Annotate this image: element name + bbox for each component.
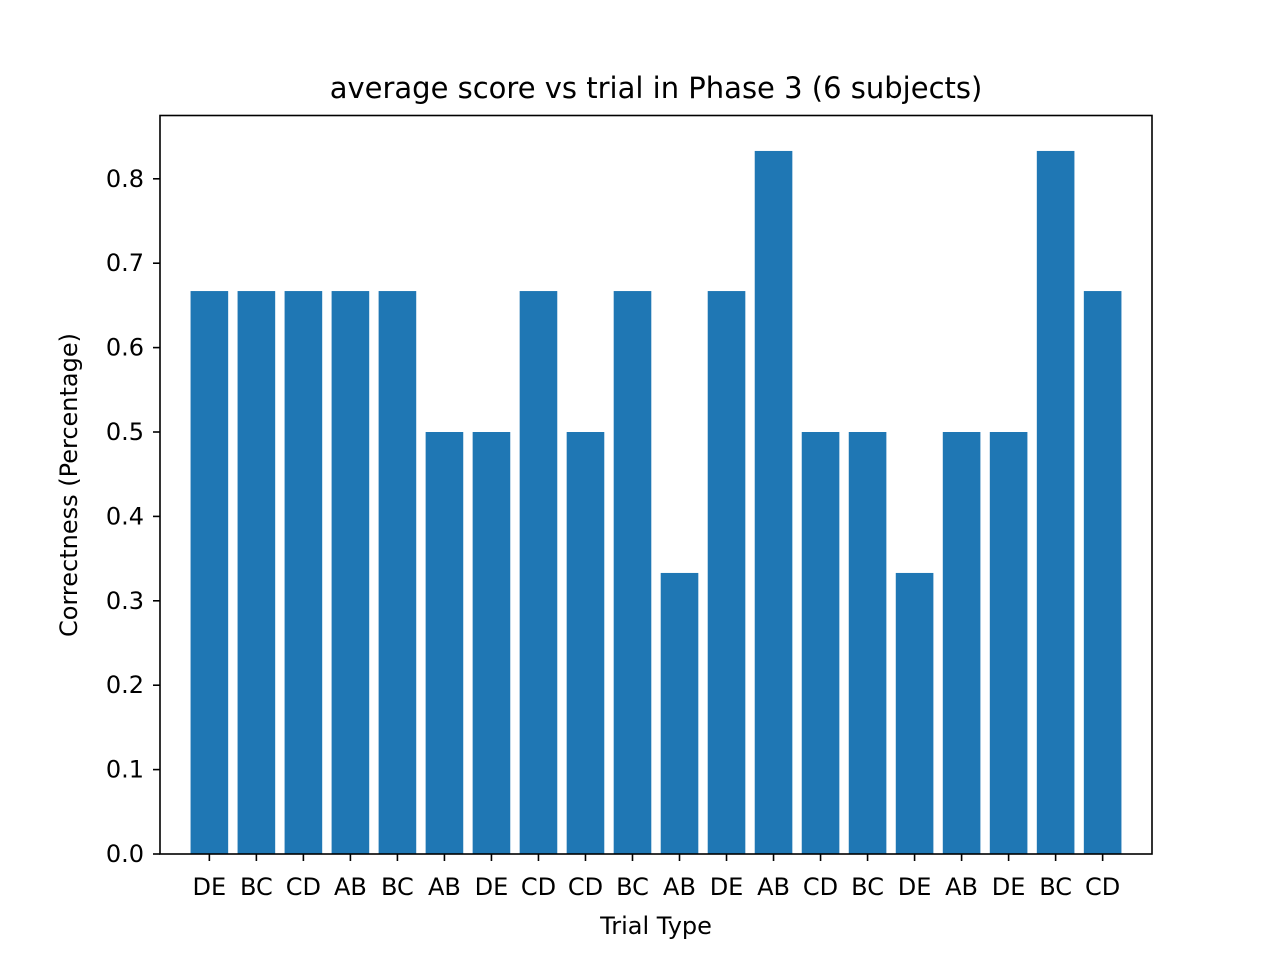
- x-tick-label: DE: [992, 873, 1026, 901]
- x-tick-label: DE: [193, 873, 227, 901]
- x-tick-label: BC: [381, 873, 414, 901]
- y-tick-label: 0.3: [106, 587, 144, 615]
- bar: [848, 432, 887, 854]
- x-tick-label: DE: [710, 873, 744, 901]
- x-tick-label: BC: [240, 873, 273, 901]
- x-axis-ticks: DE BC CD AB BC AB DE CD CD BC AB DE AB CD BC DE AB DE BC CD: [193, 854, 1120, 901]
- bar: [378, 291, 417, 854]
- x-tick-label: BC: [851, 873, 884, 901]
- y-axis-label: Correctness (Percentage): [55, 333, 83, 637]
- x-tick-label: DE: [475, 873, 509, 901]
- y-tick-label: 0.7: [106, 249, 144, 277]
- y-tick-label: 0.1: [106, 756, 144, 784]
- y-tick-label: 0.5: [106, 418, 144, 446]
- bar: [754, 150, 793, 854]
- bar: [1036, 150, 1075, 854]
- x-tick-label: CD: [803, 873, 838, 901]
- x-tick-label: CD: [1085, 873, 1120, 901]
- x-tick-label: CD: [286, 873, 321, 901]
- bars-group: [190, 150, 1122, 854]
- bar: [284, 291, 323, 854]
- x-tick-label: CD: [521, 873, 556, 901]
- y-tick-label: 0.0: [106, 840, 144, 868]
- y-tick-label: 0.2: [106, 671, 144, 699]
- bar: [989, 432, 1028, 854]
- x-tick-label: AB: [663, 873, 696, 901]
- bar: [519, 291, 558, 854]
- bar: [425, 432, 464, 854]
- x-tick-label: DE: [898, 873, 932, 901]
- y-tick-label: 0.6: [106, 334, 144, 362]
- bar: [237, 291, 276, 854]
- bar: [942, 432, 981, 854]
- y-axis-ticks: 0.0 0.1 0.2 0.3 0.4 0.5 0.6 0.7 0.8: [106, 165, 160, 868]
- plot-frame: [159, 114, 1153, 855]
- y-tick-label: 0.8: [106, 165, 144, 193]
- bar: [1083, 291, 1122, 854]
- x-tick-label: AB: [334, 873, 367, 901]
- x-axis-label: Trial Type: [599, 912, 712, 940]
- x-tick-label: BC: [1039, 873, 1072, 901]
- bar: [801, 432, 840, 854]
- bar: [190, 291, 229, 854]
- bar: [566, 432, 605, 854]
- x-tick-label: AB: [428, 873, 461, 901]
- bar: [895, 572, 934, 854]
- x-tick-label: CD: [568, 873, 603, 901]
- x-tick-label: AB: [757, 873, 790, 901]
- chart-title: average score vs trial in Phase 3 (6 sub…: [330, 71, 983, 105]
- bar: [331, 291, 370, 854]
- bar: [472, 432, 511, 854]
- x-tick-label: BC: [616, 873, 649, 901]
- x-tick-label: AB: [945, 873, 978, 901]
- bar: [707, 291, 746, 854]
- y-tick-label: 0.4: [106, 502, 144, 530]
- bar: [613, 291, 652, 854]
- bar: [660, 572, 699, 854]
